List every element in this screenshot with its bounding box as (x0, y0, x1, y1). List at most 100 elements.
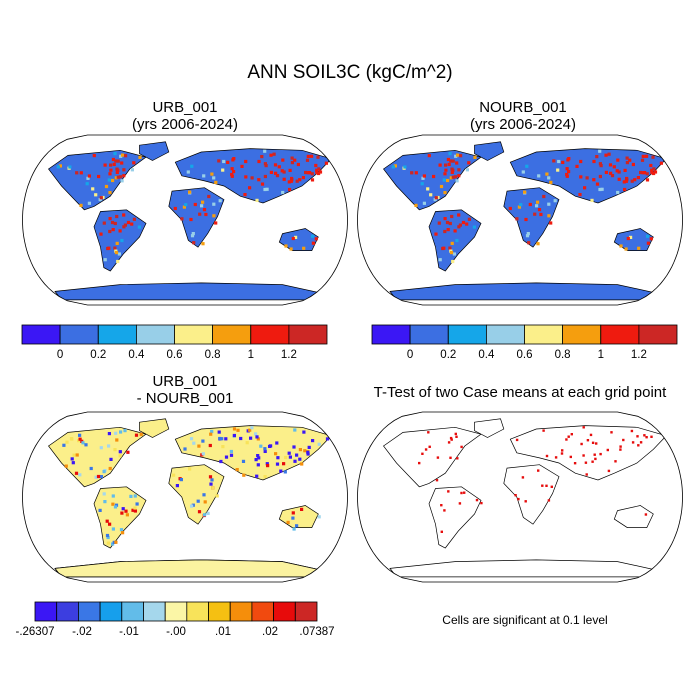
p1-cell (230, 174, 234, 178)
p2-cell (547, 214, 551, 218)
p4-samerica (428, 486, 482, 549)
p1-cell (116, 159, 120, 163)
p1-cell (107, 246, 111, 250)
panel3-title: URB_001 - NOURB_001 (40, 373, 330, 407)
p3-cell (224, 437, 228, 441)
p3-cell (206, 511, 210, 515)
p1-cell (248, 186, 252, 190)
p1-cell (273, 163, 278, 167)
p4-cell (424, 448, 428, 451)
p3-cell (133, 509, 137, 513)
p1-cell (109, 163, 113, 167)
p1-cell (317, 171, 321, 176)
p2-cell (652, 171, 656, 176)
p1-cell (226, 160, 230, 164)
p2-cell (446, 228, 450, 232)
p3-samerica (93, 486, 147, 549)
p4-cell (517, 497, 520, 501)
p2-cell (639, 170, 643, 175)
p2-cell (445, 220, 450, 225)
p2-cell (449, 159, 453, 163)
p1-cell (311, 234, 315, 238)
p3-cell (255, 474, 259, 478)
p2-colorbar-tick-label: 0.6 (517, 349, 533, 361)
p3-cell (248, 428, 252, 432)
p2-cell (439, 184, 444, 189)
p2-cell (630, 179, 634, 183)
p2-cell (565, 174, 569, 178)
p3-colorbar-tick-label: .02 (262, 626, 278, 638)
p4-cell (514, 494, 517, 497)
p3-cell (287, 451, 291, 455)
p4-map (357, 411, 683, 583)
p3-cell (306, 450, 310, 454)
p3-cell (306, 452, 310, 456)
p2-cell (450, 214, 454, 219)
p1-cell (103, 258, 107, 262)
p1-cell (91, 187, 95, 191)
p2-colorbar-tick-label: 0.8 (555, 349, 571, 361)
p2-antarctica (389, 282, 658, 301)
p1-cell (281, 158, 285, 162)
p4-cell (607, 469, 611, 473)
p1-cell (94, 193, 98, 197)
p3-cell (175, 484, 179, 488)
p2-cell (421, 176, 425, 180)
p3-colorbar-box (99, 601, 123, 622)
p2-cell (403, 165, 407, 169)
p2-cell (567, 170, 571, 174)
p1-outline (22, 134, 348, 306)
p3-cell (254, 432, 258, 436)
p1-cell (190, 234, 195, 238)
p1-cell (275, 174, 280, 178)
p1-colorbar-box (135, 324, 175, 345)
p3-outline (22, 411, 348, 583)
p1-cell (243, 193, 247, 197)
p3-greenland (139, 418, 170, 438)
p2-cell (521, 170, 525, 174)
p1-cell (198, 212, 202, 216)
panel3-title-line1: URB_001 (152, 373, 218, 390)
p2-cell (549, 221, 553, 225)
panel4-title-line1: T-Test of two Case means at each grid po… (373, 384, 667, 401)
p1-cell (120, 179, 124, 183)
p2-cell (616, 158, 620, 162)
p2-cell (456, 153, 460, 157)
p1-cell (264, 164, 268, 168)
p1-greenland (139, 141, 170, 161)
p3-cell (239, 436, 243, 441)
p3-cell (71, 461, 75, 465)
p1-cell (214, 221, 218, 225)
p1-cell (315, 168, 319, 172)
p1-cell (113, 221, 117, 226)
p1-cell (284, 244, 288, 248)
p3-cell (201, 439, 205, 443)
p2-colorbar-box (371, 324, 411, 345)
p1-cell (107, 178, 111, 182)
p4-cell (460, 445, 463, 449)
p3-cell (108, 466, 112, 471)
p3-cell (197, 510, 202, 514)
p3-cell (78, 473, 82, 477)
p1-cell (212, 202, 216, 206)
p2-cell (453, 229, 457, 233)
p3-cell (72, 453, 76, 457)
p1-cell (120, 161, 124, 165)
p3-land (47, 418, 333, 578)
p2-cell (553, 199, 557, 203)
p1-cell (272, 152, 276, 156)
p2-cell (465, 222, 469, 226)
p1-samerica (93, 209, 147, 272)
p1-colorbar-tick-label: 1 (248, 349, 254, 361)
p2-cell (523, 190, 527, 194)
p1-cell (118, 229, 122, 233)
p1-cell (97, 174, 101, 179)
p4-cell (428, 445, 431, 448)
p1-cell (101, 195, 105, 200)
p1-cell (191, 232, 195, 236)
p3-cell (256, 463, 260, 467)
p2-cell (533, 212, 537, 216)
p2-cell (525, 164, 529, 168)
p1-cell (290, 161, 294, 165)
p4-cell (589, 433, 593, 437)
